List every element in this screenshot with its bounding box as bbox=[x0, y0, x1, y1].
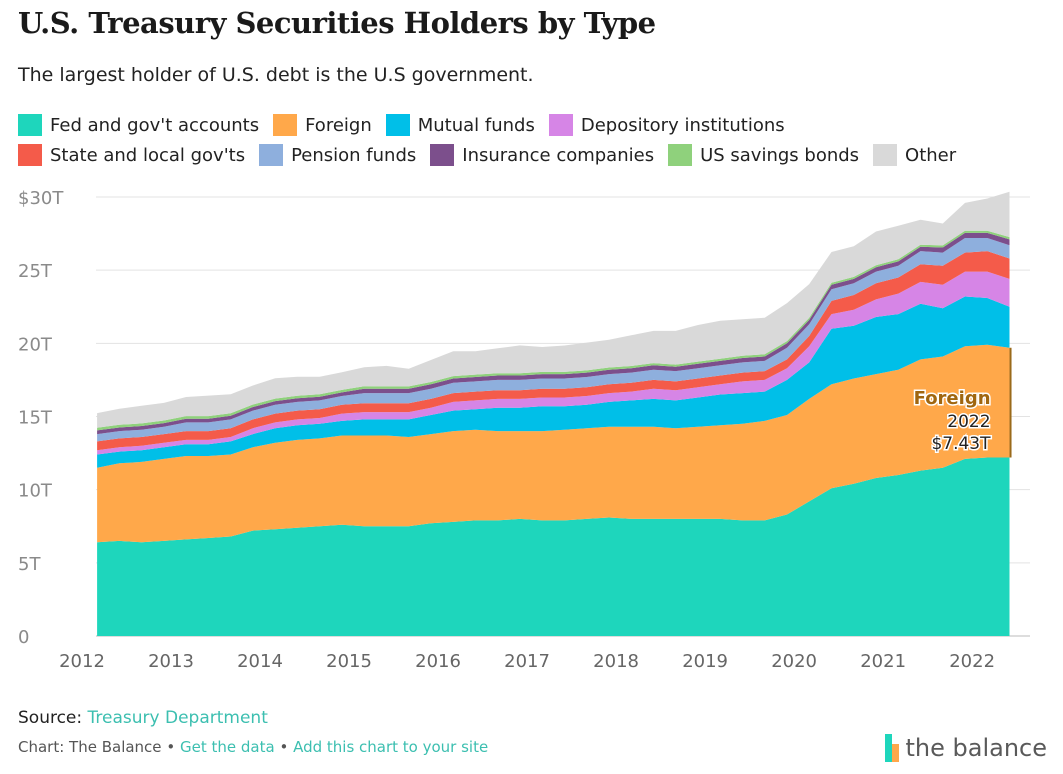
brand-logo: the balance bbox=[885, 734, 1047, 762]
legend: Fed and gov't accounts Foreign Mutual fu… bbox=[18, 110, 1048, 170]
x-tick-label: 2019 bbox=[682, 651, 728, 672]
legend-label: Insurance companies bbox=[462, 144, 655, 166]
y-tick-label: 10T bbox=[18, 481, 53, 502]
area-depository-institutions bbox=[97, 271, 1010, 455]
brand-name: the balance bbox=[905, 734, 1047, 762]
x-tick-label: 2012 bbox=[59, 651, 105, 672]
legend-label: State and local gov'ts bbox=[50, 144, 246, 166]
x-tick-label: 2017 bbox=[504, 651, 550, 672]
area-foreign bbox=[97, 344, 1010, 543]
legend-label: US savings bonds bbox=[700, 144, 860, 166]
legend-swatch bbox=[259, 144, 284, 166]
area-series bbox=[97, 191, 1010, 636]
legend-item-depository[interactable]: Depository institutions bbox=[548, 114, 785, 136]
legend-label: Pension funds bbox=[291, 144, 417, 166]
x-tick-label: 2014 bbox=[237, 651, 283, 672]
annotation: Foreign 2022$7.43T bbox=[912, 347, 1012, 458]
legend-item-pension[interactable]: Pension funds bbox=[259, 144, 416, 166]
add-chart-link[interactable]: Add this chart to your site bbox=[293, 738, 489, 756]
legend-row-2: State and local gov'ts Pension funds Ins… bbox=[18, 140, 1048, 170]
source-link[interactable]: Treasury Department bbox=[87, 708, 268, 728]
x-tick-label: 2015 bbox=[326, 651, 372, 672]
source-line: Source: Treasury Department bbox=[18, 708, 268, 728]
area-pension-funds bbox=[97, 238, 1010, 442]
brand-mark-icon bbox=[885, 734, 900, 762]
separator: • bbox=[279, 738, 289, 756]
separator: • bbox=[166, 738, 176, 756]
x-tick-label: 2018 bbox=[593, 651, 639, 672]
y-tick-label: 5T bbox=[18, 554, 41, 575]
y-tick-label: 0 bbox=[18, 627, 29, 648]
legend-swatch bbox=[873, 144, 898, 166]
annotation-value: $7.43T bbox=[931, 434, 991, 454]
x-tick-label: 2013 bbox=[148, 651, 194, 672]
stacked-area-chart: 0 5T 10T 15T 20T 25T $30T 2012 2013 2014 2015 2016 2… bbox=[18, 188, 1030, 672]
annotation-year: 2022 bbox=[947, 412, 990, 432]
area-other bbox=[97, 191, 1010, 428]
y-tick-label: 15T bbox=[18, 408, 53, 429]
legend-swatch bbox=[18, 114, 42, 136]
x-tick-label: 2020 bbox=[771, 651, 817, 672]
x-tick-label: 2021 bbox=[860, 651, 906, 672]
legend-item-insurance[interactable]: Insurance companies bbox=[430, 144, 654, 166]
legend-swatch bbox=[273, 114, 298, 136]
legend-item-mutual-funds[interactable]: Mutual funds bbox=[385, 114, 535, 136]
credit-line: Chart: The Balance • Get the data • Add … bbox=[18, 738, 488, 756]
area-state-and-local-gov-ts bbox=[97, 251, 1010, 451]
legend-label: Other bbox=[905, 144, 957, 166]
legend-item-fed[interactable]: Fed and gov't accounts bbox=[18, 114, 259, 136]
legend-swatch bbox=[548, 114, 573, 136]
area-fed-and-gov-t-accounts bbox=[97, 457, 1010, 636]
legend-item-savings-bonds[interactable]: US savings bonds bbox=[668, 144, 859, 166]
axes: 0 5T 10T 15T 20T 25T $30T 2012 2013 2014 2015 2016 2… bbox=[18, 188, 995, 672]
legend-row-1: Fed and gov't accounts Foreign Mutual fu… bbox=[18, 110, 1048, 140]
legend-item-other[interactable]: Other bbox=[873, 144, 956, 166]
area-mutual-funds bbox=[97, 296, 1010, 468]
chart-title: U.S. Treasury Securities Holders by Type bbox=[18, 6, 656, 40]
legend-swatch bbox=[430, 144, 455, 166]
source-prefix: Source: bbox=[18, 708, 88, 728]
legend-item-state-local[interactable]: State and local gov'ts bbox=[18, 144, 245, 166]
legend-swatch bbox=[385, 114, 410, 136]
chart-credit: Chart: The Balance bbox=[18, 738, 162, 756]
get-data-link[interactable]: Get the data bbox=[179, 738, 275, 756]
legend-label: Mutual funds bbox=[417, 114, 535, 136]
chart-subtitle: The largest holder of U.S. debt is the U… bbox=[18, 64, 534, 86]
annotation-series-label: Foreign bbox=[914, 388, 991, 409]
x-tick-label: 2016 bbox=[415, 651, 461, 672]
y-tick-label: 25T bbox=[18, 261, 53, 282]
legend-item-foreign[interactable]: Foreign bbox=[273, 114, 372, 136]
y-tick-label: 20T bbox=[18, 334, 53, 355]
legend-label: Depository institutions bbox=[580, 114, 785, 136]
x-tick-label: 2022 bbox=[949, 651, 995, 672]
legend-swatch bbox=[668, 144, 693, 166]
legend-label: Foreign bbox=[305, 114, 372, 136]
legend-swatch bbox=[18, 144, 42, 166]
y-tick-label: $30T bbox=[18, 188, 64, 209]
legend-label: Fed and gov't accounts bbox=[50, 114, 260, 136]
